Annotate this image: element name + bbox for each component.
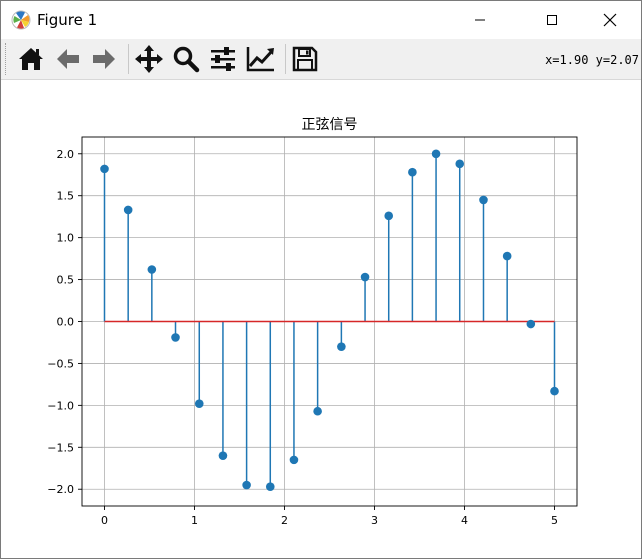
cursor-coordinates: x=1.90 y=2.07 [545,53,639,67]
save-button[interactable] [288,42,322,76]
y-tick-label: 1.5 [57,190,75,203]
stem-marker [550,386,559,396]
y-tick-label: −1.5 [47,441,74,454]
zoom-button[interactable] [169,42,203,76]
x-tick-label: 4 [461,514,468,527]
stem-marker [479,195,488,205]
stem-plot: 0 1 2 3 4 5 2.0 1.5 1.0 0.5 0.0 −0.5 −1.0 −1.5 −2.0 正弦信… [47,117,578,527]
stem-marker [194,399,204,408]
home-icon [19,48,43,70]
window-title: Figure 1 [37,11,98,29]
sliders-icon [211,47,235,71]
back-button[interactable] [51,42,85,76]
minimize-icon [475,19,485,21]
edit-axis-button[interactable] [244,42,278,76]
toolbar-separator [285,44,286,74]
stem-marker [242,480,251,490]
y-tick-label: −2.0 [47,483,74,496]
maximize-icon [547,15,557,25]
stem-marker [218,451,228,460]
y-tick-label: −1.0 [47,399,74,412]
stem-marker [147,265,157,274]
y-tick-label: 0.5 [57,274,75,287]
pan-button[interactable] [132,42,166,76]
y-tick-label: 2.0 [57,148,75,161]
close-icon [603,13,617,27]
toolbar-grip [5,43,9,75]
x-tick-label: 3 [371,514,378,527]
forward-button[interactable] [87,42,121,76]
x-tick-label: 1 [191,514,198,527]
figure-canvas[interactable]: 0 1 2 3 4 5 2.0 1.5 1.0 0.5 0.0 −0.5 −1.0 −1.5 −2.0 正弦信… [1,80,641,558]
y-tick-label: −0.5 [47,357,74,370]
matplotlib-icon [11,10,31,30]
floppy-disk-icon [292,46,318,72]
maximize-button[interactable] [529,1,575,39]
y-tick-label: 0.0 [57,316,75,329]
arrow-right-icon [93,49,115,69]
toolbar-separator [128,44,129,74]
stem-marker [313,406,322,416]
navigation-toolbar: x=1.90 y=2.07 [1,39,641,80]
title-bar: Figure 1 [1,1,641,39]
subplots-button[interactable] [206,42,240,76]
x-tick-label: 5 [551,514,558,527]
x-tick-label: 2 [281,514,288,527]
stem-marker [408,167,417,177]
close-button[interactable] [587,1,633,39]
stem-marker [526,319,536,329]
home-button[interactable] [14,42,48,76]
stem-marker [502,251,512,261]
x-tick-label: 0 [101,514,108,527]
chart-line-icon [246,47,274,72]
stem-marker [265,482,275,492]
stem-marker [360,272,370,282]
arrow-left-icon [57,49,79,69]
stem-marker [455,159,465,169]
stem-marker [384,211,394,221]
stem-marker [431,149,441,159]
move-icon [135,45,163,73]
stem-marker [337,342,346,351]
stem-marker [123,205,133,215]
y-tick-label: 1.0 [57,232,75,245]
magnifier-icon [173,46,200,73]
minimize-button[interactable] [457,1,503,39]
chart-title: 正弦信号 [302,117,358,133]
stem-marker [100,164,109,174]
stem-marker [289,455,299,465]
stem-marker [171,333,180,342]
